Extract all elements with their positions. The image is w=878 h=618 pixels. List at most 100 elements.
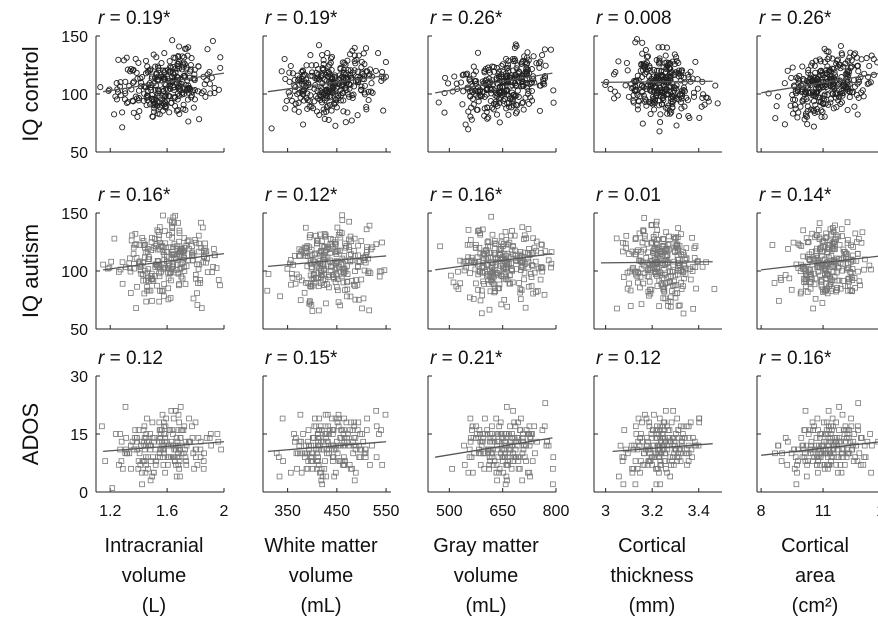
data-point	[148, 73, 156, 80]
data-point	[173, 473, 180, 480]
data-point	[818, 113, 825, 120]
data-point	[633, 36, 641, 43]
data-point	[129, 79, 136, 86]
data-point	[673, 54, 680, 61]
data-point	[211, 246, 217, 252]
data-point	[132, 230, 139, 237]
row-labels: IQ control IQ autism ADOS	[18, 46, 43, 465]
data-point	[714, 100, 721, 107]
data-point	[528, 97, 536, 104]
data-point	[522, 94, 529, 101]
data-point	[513, 108, 520, 115]
data-point	[484, 104, 491, 111]
x-tick-label: 450	[323, 503, 350, 520]
data-point	[625, 93, 632, 100]
data-point	[614, 305, 620, 312]
data-point	[177, 473, 183, 480]
data-point	[149, 419, 156, 426]
data-point	[511, 44, 518, 51]
data-point	[308, 62, 315, 69]
data-point	[297, 411, 304, 418]
data-point	[519, 82, 526, 90]
data-point	[351, 58, 358, 65]
data-point	[836, 404, 842, 410]
data-point	[803, 113, 811, 120]
data-point	[712, 82, 719, 89]
data-point	[490, 100, 497, 107]
data-point	[520, 106, 527, 113]
data-point	[869, 442, 875, 449]
data-point	[633, 77, 640, 84]
data-point	[512, 41, 519, 48]
data-point	[858, 89, 865, 96]
data-point	[188, 92, 195, 99]
r-value-label: r = 0.21*	[430, 348, 503, 369]
r-value-label: r = 0.26*	[759, 8, 832, 29]
data-point	[484, 115, 491, 122]
data-point	[824, 91, 831, 98]
data-point	[503, 55, 510, 62]
data-point	[513, 65, 520, 72]
data-point	[531, 423, 537, 430]
data-point	[653, 91, 660, 98]
panel-1-2: r = 0.16*	[427, 185, 557, 330]
data-point	[691, 245, 698, 251]
data-point	[643, 68, 650, 76]
data-point	[655, 89, 662, 97]
data-point	[119, 109, 126, 116]
data-point	[467, 92, 474, 99]
data-point	[113, 96, 120, 103]
data-point	[542, 62, 549, 69]
r-value-label: r = 0.16*	[98, 185, 171, 206]
data-point	[550, 465, 556, 472]
data-point	[381, 267, 388, 273]
data-point	[504, 303, 510, 310]
data-point	[369, 442, 375, 449]
data-point	[339, 212, 345, 219]
data-point	[128, 465, 134, 472]
data-point	[441, 89, 448, 97]
data-point	[533, 60, 540, 67]
data-point	[139, 481, 145, 488]
data-point	[671, 51, 678, 58]
data-point	[150, 101, 157, 108]
data-point	[519, 224, 526, 231]
data-point	[348, 92, 355, 99]
data-point	[297, 78, 304, 85]
y-tick-label: 30	[70, 369, 88, 386]
data-point	[673, 122, 680, 129]
data-point	[160, 73, 167, 81]
column-label-0: Intracranial volume (L)	[105, 535, 204, 617]
data-point	[651, 106, 658, 113]
data-point	[315, 42, 323, 49]
data-point	[807, 75, 814, 83]
data-point	[490, 68, 498, 75]
data-point	[462, 121, 469, 128]
r-value-label: r = 0.15*	[265, 348, 338, 369]
data-point	[821, 45, 828, 52]
data-point	[626, 280, 632, 287]
data-point	[144, 284, 150, 290]
data-point	[191, 96, 198, 103]
data-point	[122, 404, 129, 410]
data-point	[130, 98, 137, 105]
data-point	[769, 242, 776, 248]
data-point	[130, 66, 137, 73]
data-point	[198, 219, 204, 226]
data-point	[659, 101, 666, 108]
column-label-line: Intracranial	[105, 535, 204, 557]
data-point	[499, 61, 506, 68]
data-point	[337, 234, 344, 241]
data-point	[501, 296, 507, 303]
data-point	[108, 258, 115, 265]
data-point	[325, 63, 332, 70]
fit-line	[103, 72, 225, 93]
panel-1-1: r = 0.12*	[262, 185, 391, 330]
data-point	[310, 105, 317, 112]
data-point	[115, 56, 122, 63]
data-point	[656, 303, 662, 309]
data-point	[161, 80, 168, 87]
data-point	[511, 56, 518, 63]
row-label-2: ADOS	[18, 403, 43, 465]
data-point	[784, 67, 791, 74]
